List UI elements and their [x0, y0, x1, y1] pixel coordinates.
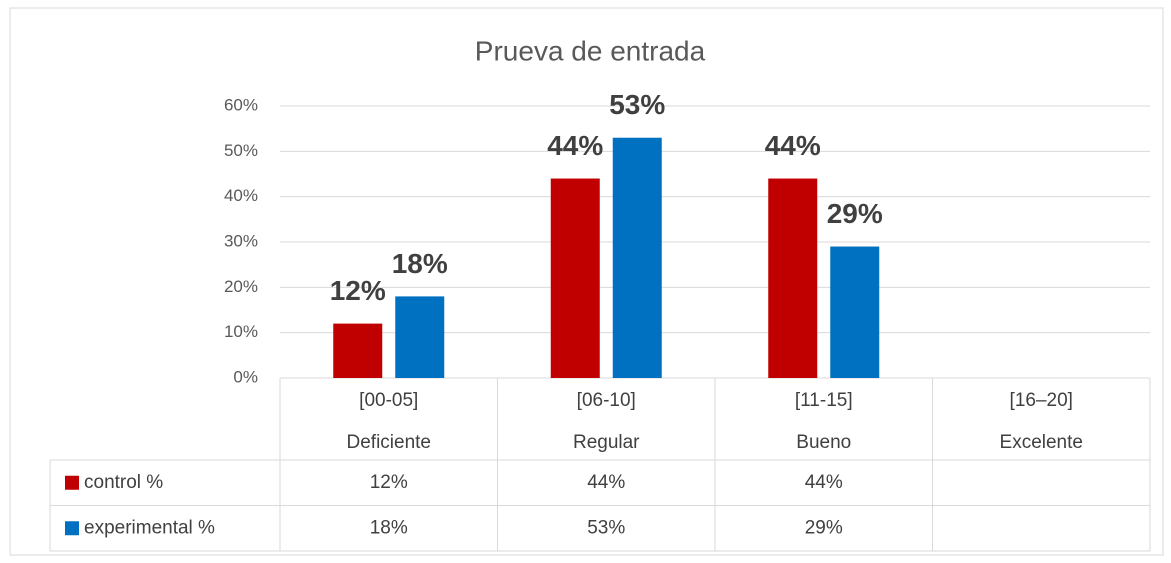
bar: [612, 137, 662, 378]
y-tick-label: 40%: [224, 186, 258, 205]
legend-label: control %: [84, 472, 163, 493]
chart-title: Prueva de entrada: [475, 35, 706, 66]
y-tick-label: 20%: [224, 277, 258, 296]
x-tick-label: Regular: [573, 432, 640, 453]
y-tick-label: 0%: [233, 367, 258, 386]
y-tick-label: 60%: [224, 95, 258, 114]
legend-swatch: [65, 521, 79, 536]
y-tick-label: 50%: [224, 141, 258, 160]
x-tick-label: [16–20]: [1010, 390, 1073, 411]
y-tick-label: 30%: [224, 231, 258, 250]
x-tick-label: [00-05]: [359, 390, 418, 411]
data-label: 53%: [609, 89, 665, 120]
x-tick-label: Deficiente: [347, 432, 432, 453]
bar: [333, 323, 383, 378]
bar: [768, 178, 818, 378]
table-cell: 29%: [805, 517, 843, 538]
table-cell: 18%: [370, 517, 408, 538]
x-tick-label: [06-10]: [577, 390, 636, 411]
legend-label: experimental %: [84, 517, 215, 538]
bar: [550, 178, 600, 378]
table-cell: 44%: [587, 472, 625, 493]
table-cell: 53%: [587, 517, 625, 538]
data-label: 18%: [392, 248, 448, 279]
x-tick-label: Excelente: [1000, 432, 1083, 453]
data-label: 44%: [547, 130, 603, 161]
bar: [830, 246, 880, 378]
table-cell: 44%: [805, 472, 843, 493]
data-label: 12%: [330, 275, 386, 306]
data-label: 44%: [765, 130, 821, 161]
x-tick-label: Bueno: [796, 432, 851, 453]
table-cell: 12%: [370, 472, 408, 493]
legend-swatch: [65, 475, 79, 490]
x-tick-label: [11-15]: [795, 390, 853, 411]
y-tick-label: 10%: [224, 322, 258, 341]
bar: [395, 296, 445, 378]
data-label: 29%: [827, 198, 883, 229]
